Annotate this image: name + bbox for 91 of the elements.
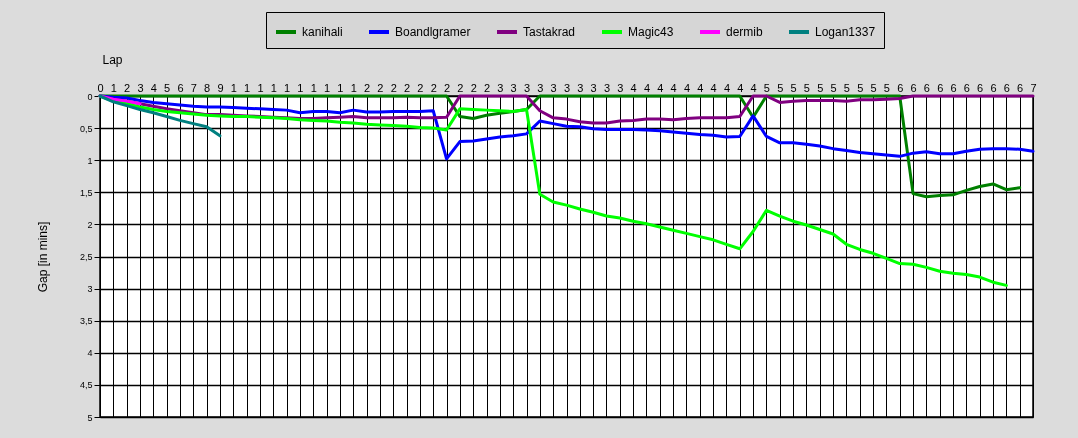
x-tick-label: 5 (870, 81, 877, 94)
x-tick-label: 8 (204, 81, 211, 94)
legend-label: dermib (726, 25, 764, 39)
x-tick-label: 3 (497, 81, 504, 94)
x-tick-label: 1 (284, 81, 291, 94)
x-tick-label: 5 (817, 81, 824, 94)
x-tick-label: 2 (364, 81, 371, 94)
x-tick-label: 3 (577, 81, 584, 94)
legend-label: Logan1337 (815, 25, 876, 39)
legend-label: Boandlgramer (395, 25, 471, 39)
x-tick-label: 6 (897, 81, 904, 94)
x-tick-label: 2 (124, 81, 131, 94)
y-tick-label: 1,5 (79, 187, 93, 198)
x-tick-label: 3 (590, 81, 597, 94)
x-tick-label: 3 (603, 81, 611, 94)
x-tick-label: 2 (390, 81, 397, 94)
y-tick-label: 5 (87, 412, 93, 423)
x-tick-label: 1 (230, 81, 237, 94)
x-tick-label: 2 (470, 81, 477, 94)
y-tick-label: 3,5 (79, 316, 93, 327)
x-tick-label: 6 (1017, 81, 1024, 94)
x-tick-label: 2 (483, 81, 491, 94)
x-tick-label: 6 (923, 81, 930, 94)
legend-label: Magic43 (628, 25, 674, 39)
x-tick-label: 7 (190, 81, 197, 94)
x-tick-label: 4 (737, 81, 744, 94)
x-tick-label: 2 (443, 81, 451, 94)
y-tick-label: 3 (87, 284, 93, 295)
x-tick-label: 7 (1030, 81, 1037, 94)
x-tick-label: 2 (377, 81, 384, 94)
x-tick-label: 6 (910, 81, 917, 94)
y-tick-label: 0 (87, 91, 93, 102)
y-tick-label: 2,5 (79, 252, 93, 262)
x-tick-label: 9 (217, 81, 224, 94)
x-tick-label: 4 (670, 81, 677, 94)
x-tick-label: 4 (630, 81, 637, 94)
x-tick-label: 5 (803, 81, 810, 94)
x-tick-label: 6 (1003, 81, 1010, 94)
x-tick-label: 6 (177, 81, 184, 94)
x-tick-label: 2 (417, 81, 424, 94)
line-series (98, 94, 222, 138)
x-tick-label: 5 (843, 81, 850, 94)
x-tick-label: 5 (777, 81, 784, 94)
x-tick-label: 4 (750, 81, 757, 94)
x-tick-label: 6 (950, 81, 957, 94)
x-tick-label: 2 (430, 81, 437, 94)
x-tick-label: 1 (297, 81, 304, 94)
x-tick-label: 3 (523, 81, 531, 94)
x-tick-label: 1 (257, 81, 264, 94)
y-tick-label: 1 (87, 155, 93, 166)
legend-label: kanihali (302, 25, 343, 39)
x-tick-label: 1 (337, 81, 344, 94)
legend-label: Tastakrad (523, 25, 576, 39)
x-tick-label: 4 (723, 81, 731, 94)
x-tick-label: 3 (563, 81, 571, 94)
x-tick-label: 5 (790, 81, 797, 94)
x-tick-label: 1 (270, 81, 277, 94)
x-tick-label: 3 (537, 81, 544, 94)
x-tick-label: 4 (683, 81, 691, 94)
x-tick-label: 6 (963, 81, 970, 94)
x-tick-label: 4 (643, 81, 651, 94)
x-tick-label: 1 (324, 81, 331, 94)
x-tick-label: 2 (457, 81, 464, 94)
x-tick-label: 5 (883, 81, 890, 94)
x-tick-label: 6 (937, 81, 944, 94)
y-tick-label: 2 (87, 219, 93, 230)
x-tick-label: 1 (350, 81, 357, 94)
y-tick-label: 0,5 (79, 123, 93, 134)
x-tick-label: 3 (510, 81, 517, 94)
x-tick-label: 1 (244, 81, 251, 94)
x-tick-label: 4 (697, 81, 704, 94)
x-tick-label: 0 (97, 81, 104, 94)
x-tick-label: 3 (550, 81, 557, 94)
x-tick-label: 5 (164, 81, 171, 94)
x-tick-label: 5 (857, 81, 864, 94)
x-tick-label: 2 (403, 81, 411, 94)
y-tick-label: 4 (87, 348, 93, 359)
x-tick-label: 4 (150, 81, 157, 94)
x-tick-label: 5 (830, 81, 837, 94)
y-axis-title: Gap [in mins] (35, 221, 50, 293)
x-tick-label: 6 (977, 81, 984, 94)
x-tick-label: 3 (617, 81, 624, 94)
x-tick-label: 1 (110, 81, 117, 94)
x-axis-title: Lap (102, 52, 123, 67)
x-tick-label: 4 (657, 81, 664, 94)
x-tick-label: 6 (990, 81, 997, 94)
x-tick-label: 3 (137, 81, 144, 94)
y-tick-label: 4,5 (79, 380, 93, 391)
x-tick-label: 4 (710, 81, 717, 94)
x-tick-label: 1 (310, 81, 317, 94)
x-tick-label: 5 (763, 81, 770, 94)
